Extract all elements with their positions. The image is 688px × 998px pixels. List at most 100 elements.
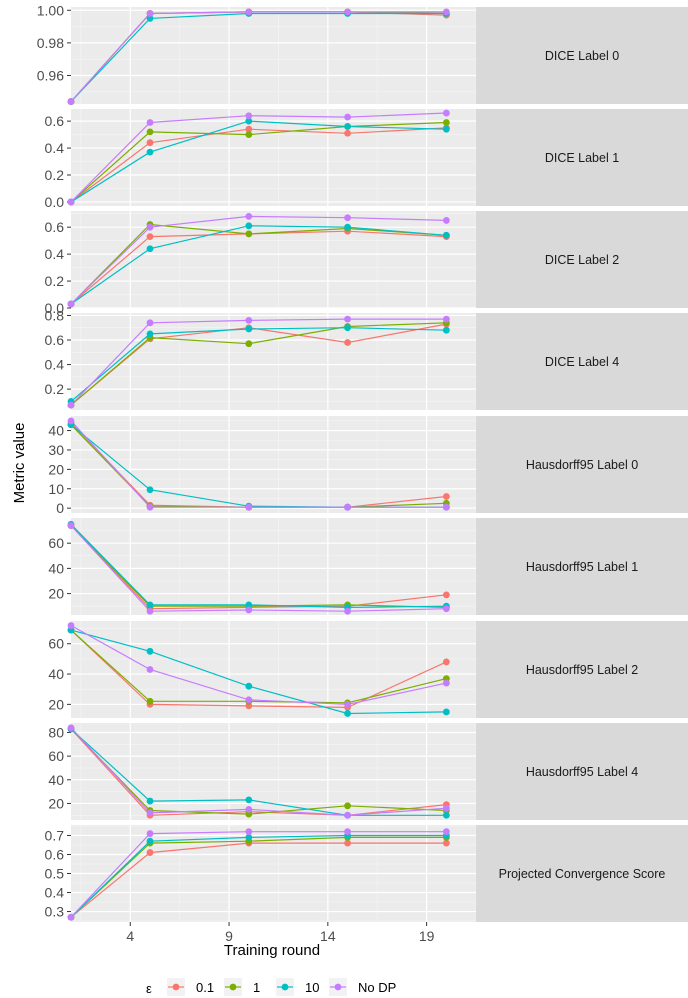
legend-label: 0.1 <box>196 980 214 995</box>
data-point <box>67 724 75 732</box>
data-point <box>442 315 450 323</box>
data-point <box>344 710 351 717</box>
data-point <box>344 123 351 130</box>
data-point <box>146 319 154 327</box>
data-point <box>146 15 154 22</box>
data-point <box>344 315 351 323</box>
data-point <box>344 503 351 511</box>
data-point <box>442 804 450 812</box>
facet-strip-label: Hausdorff95 Label 2 <box>526 663 638 677</box>
facet-strip-label: Hausdorff95 Label 4 <box>526 765 638 779</box>
facet-strip <box>476 621 688 718</box>
y-tick-label: 0.0 <box>45 194 65 210</box>
data-point <box>245 340 253 348</box>
data-point <box>344 802 351 810</box>
x-tick-label: 9 <box>225 928 233 944</box>
data-point <box>245 117 253 125</box>
y-tick-label: 40 <box>48 423 64 439</box>
y-tick-label: 0.8 <box>45 307 65 323</box>
data-point <box>245 230 253 238</box>
y-tick-label: 60 <box>48 748 64 764</box>
legend: ε 0.1 1 10 No DP <box>146 978 396 996</box>
data-point <box>245 325 253 333</box>
y-tick-label: 0.5 <box>45 866 65 882</box>
facet-strip-label: DICE Label 4 <box>545 355 619 369</box>
data-point <box>146 503 154 511</box>
data-point <box>67 622 75 629</box>
data-point <box>245 112 253 120</box>
data-point <box>146 245 154 253</box>
data-point <box>146 330 154 338</box>
y-tick-label: 0.4 <box>45 357 65 373</box>
data-point <box>146 697 154 705</box>
data-point <box>146 486 154 494</box>
data-point <box>442 493 450 500</box>
facet-strip <box>476 211 688 308</box>
y-tick-label: 0.4 <box>45 885 65 901</box>
panel-background <box>71 109 476 206</box>
facet-strip-label: Projected Convergence Score <box>499 867 666 881</box>
y-tick-label: 0 <box>56 500 64 516</box>
data-point <box>442 217 450 224</box>
data-point <box>442 503 450 511</box>
facet-strip <box>476 109 688 206</box>
facet-strip-label: Hausdorff95 Label 0 <box>526 458 638 472</box>
y-tick-label: 0.2 <box>45 273 65 289</box>
y-tick-label: 60 <box>48 636 64 652</box>
facet-strip-label: DICE Label 1 <box>545 151 619 165</box>
y-tick-label: 0.6 <box>45 219 65 235</box>
legend-key-point <box>334 983 342 991</box>
data-point <box>245 796 253 804</box>
data-point <box>146 849 154 856</box>
data-point <box>146 601 154 609</box>
panel-background <box>71 621 476 718</box>
y-tick-label: 1.00 <box>37 2 64 18</box>
data-point <box>442 708 450 716</box>
y-tick-label: 0.4 <box>45 140 65 156</box>
y-tick-label: 0.6 <box>45 846 65 862</box>
data-point <box>344 113 351 121</box>
data-point <box>344 8 351 16</box>
data-point <box>442 679 450 687</box>
legend-key-point <box>172 983 180 991</box>
data-point <box>245 503 253 511</box>
data-point <box>67 98 75 105</box>
y-tick-label: 40 <box>48 560 64 576</box>
panel: 0.96 0.98 1.00 DICE Label 0 <box>37 2 688 105</box>
data-point <box>245 222 253 230</box>
x-tick-label: 19 <box>419 928 435 944</box>
data-point <box>67 198 75 206</box>
y-tick-label: 0.98 <box>37 35 64 51</box>
x-tick-label: 14 <box>320 928 336 944</box>
data-point <box>442 119 450 126</box>
y-tick-label: 80 <box>48 724 64 740</box>
data-point <box>442 605 450 613</box>
x-axis: 4 9 14 19 <box>126 922 435 944</box>
data-point <box>344 811 351 819</box>
data-point <box>245 212 253 220</box>
y-tick-label: 0.2 <box>45 167 65 183</box>
y-tick-label: 0.96 <box>37 67 64 83</box>
y-tick-label: 0.2 <box>45 381 65 397</box>
panel: 20 40 60 Hausdorff95 Label 1 <box>48 518 688 615</box>
legend-item: 10 <box>276 978 319 996</box>
facet-strip-label: Hausdorff95 Label 1 <box>526 560 638 574</box>
facet-strip-label: DICE Label 2 <box>545 253 619 267</box>
data-point <box>442 839 450 847</box>
panel-background <box>71 723 476 820</box>
data-point <box>442 125 450 133</box>
chart-panels: 0.96 0.98 1.00 DICE Label 0 0.0 0.2 0.4 0.6 DICE… <box>37 2 688 922</box>
facet-strip <box>476 313 688 410</box>
data-point <box>146 119 154 126</box>
panel: 0.2 0.4 0.6 0.8 DICE Label 4 <box>45 307 688 410</box>
y-axis-title: Metric value <box>11 423 28 504</box>
y-tick-label: 10 <box>48 481 64 497</box>
data-point <box>442 591 450 599</box>
data-point <box>67 401 75 409</box>
panel: 20 40 60 80 Hausdorff95 Label 4 <box>48 723 688 820</box>
legend-item: 0.1 <box>167 978 214 996</box>
data-point <box>442 811 450 819</box>
data-point <box>67 417 75 425</box>
data-point <box>146 837 154 845</box>
